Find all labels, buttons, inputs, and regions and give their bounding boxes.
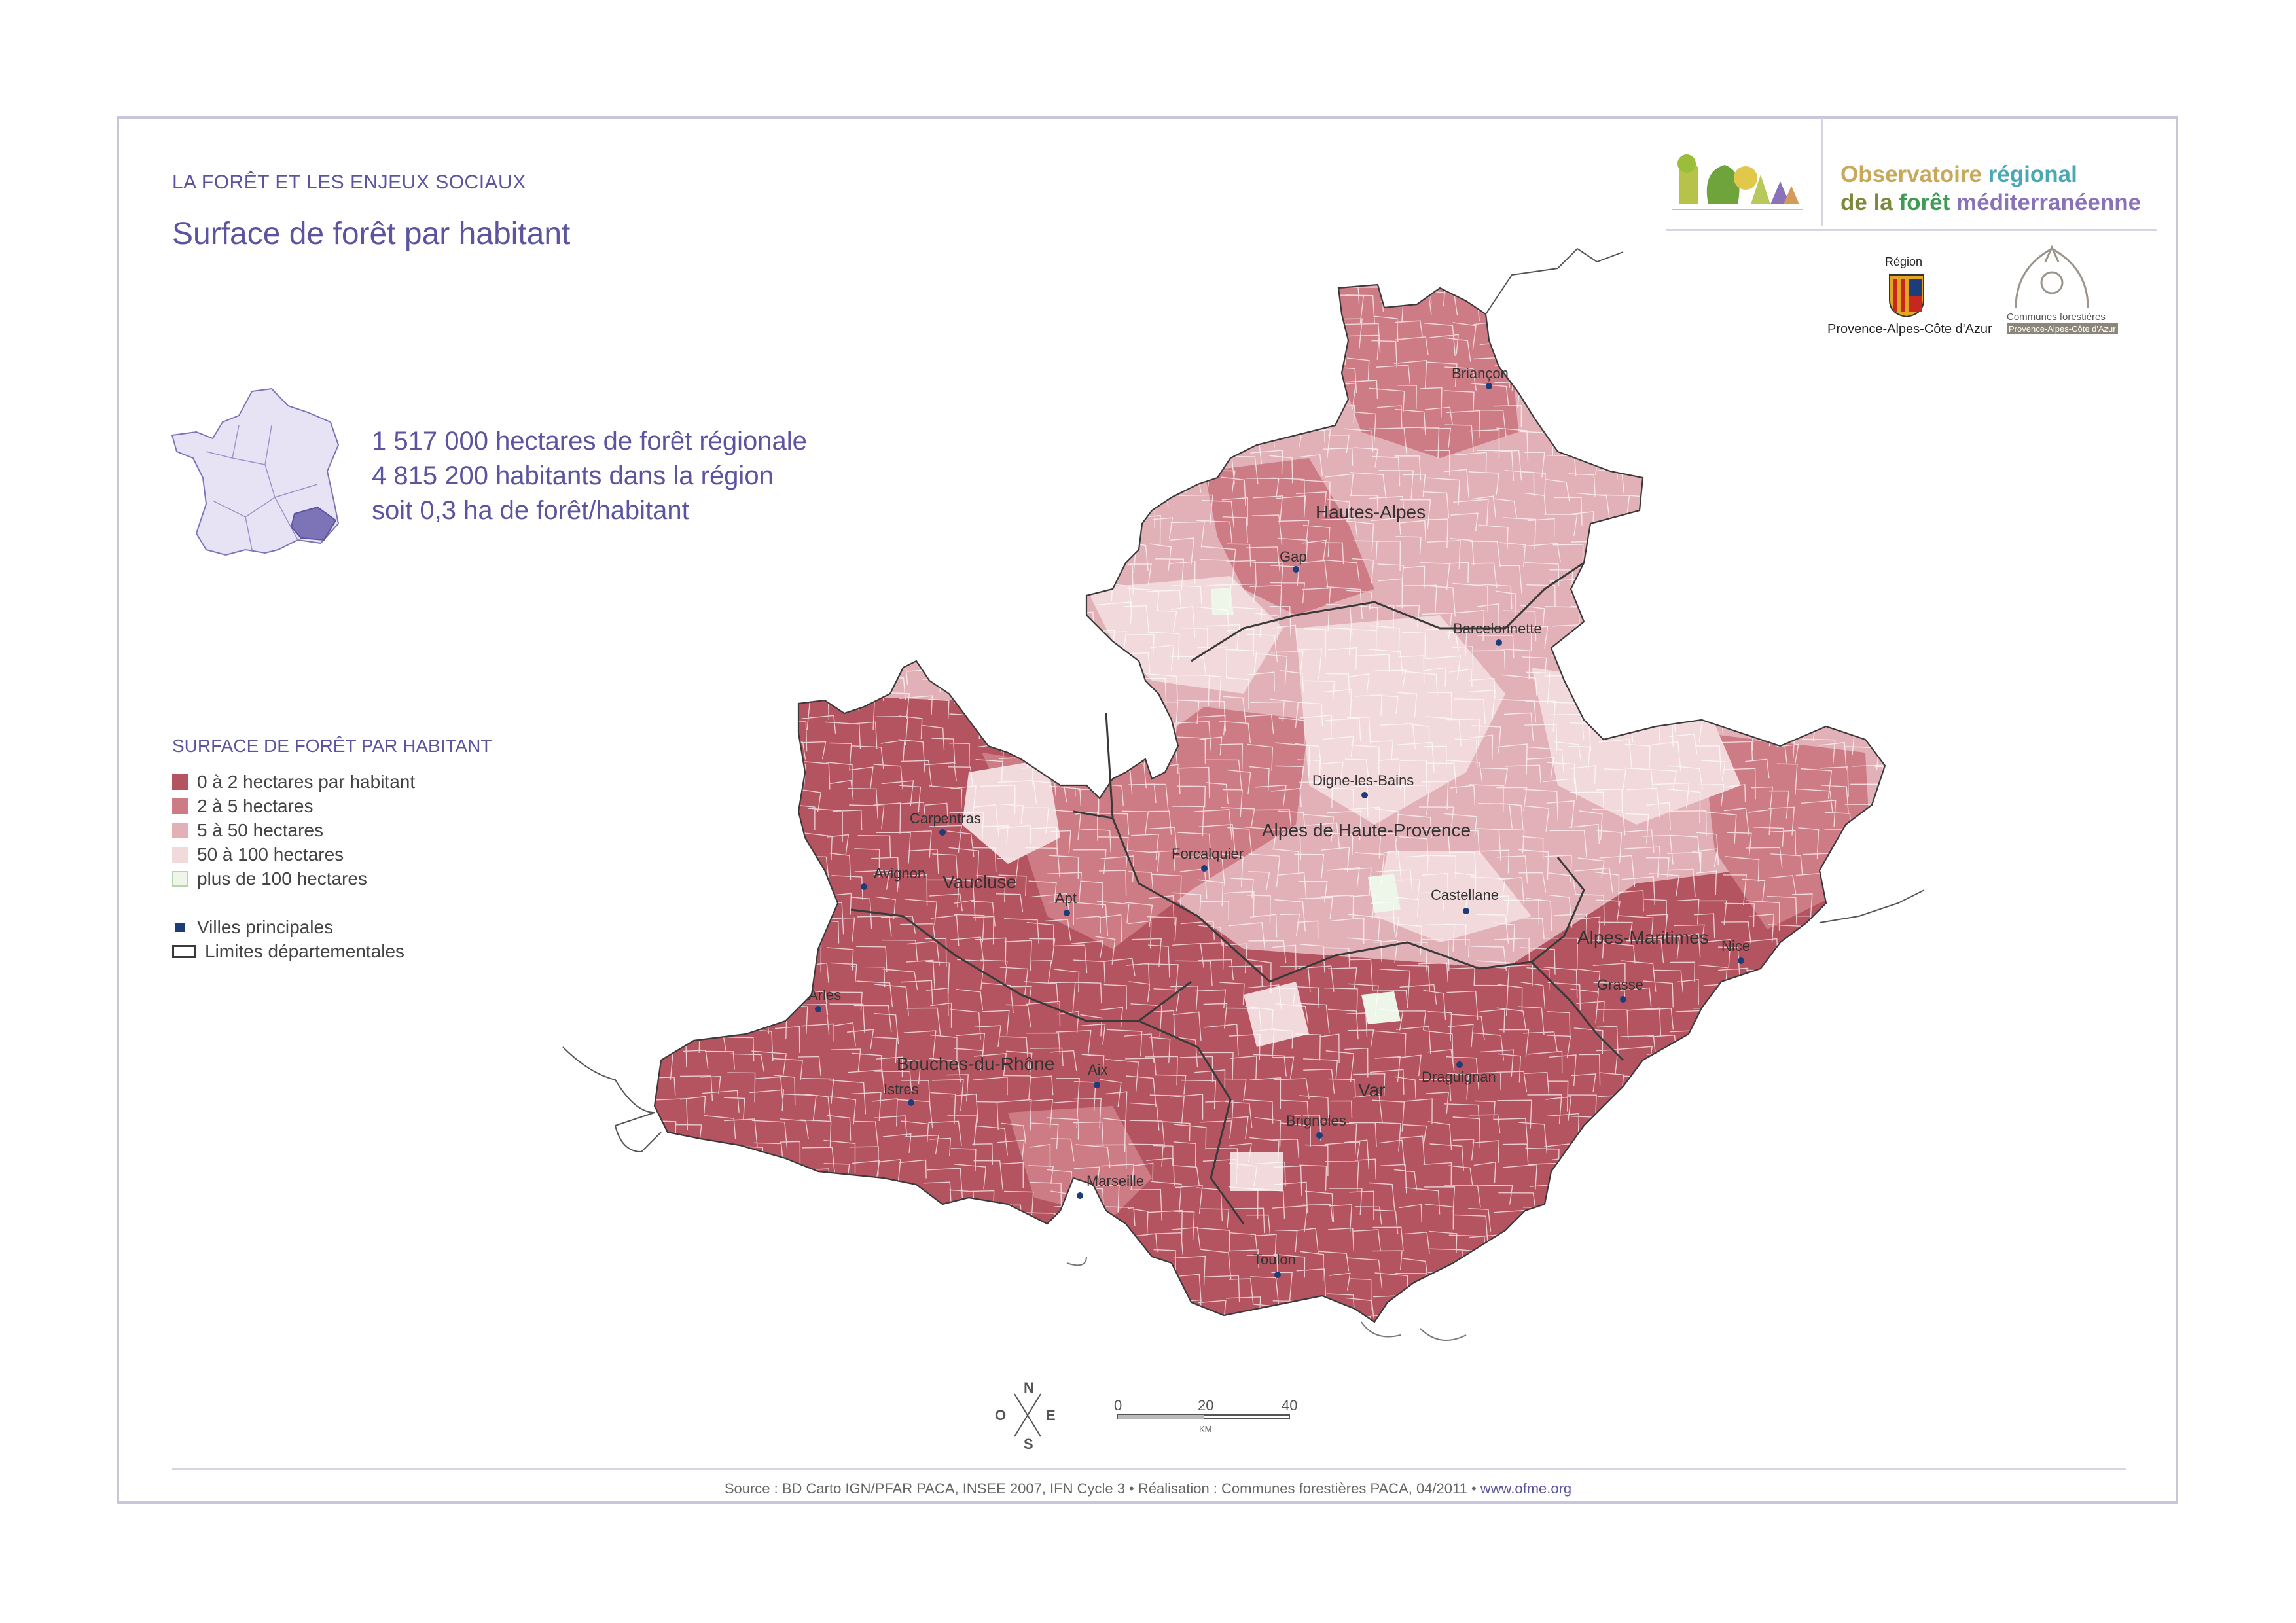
legend-item: 0 à 2 hectares par habitant xyxy=(172,771,415,793)
legend-item: plus de 100 hectares xyxy=(172,868,367,890)
dept-label: Vaucluse xyxy=(942,872,1016,892)
svg-text:Apt: Apt xyxy=(1055,890,1077,906)
city-marker: Brignoles xyxy=(1286,1113,1346,1139)
svg-text:Marseille: Marseille xyxy=(1086,1173,1144,1189)
city-marker: Castellane xyxy=(1431,887,1499,914)
legend-swatch xyxy=(172,847,188,863)
department-labels: Hautes-Alpes Alpes de Haute-Provence Vau… xyxy=(897,502,1709,1100)
svg-text:Avignon: Avignon xyxy=(874,865,925,882)
page-frame xyxy=(117,116,2178,1504)
svg-text:S: S xyxy=(1024,1436,1033,1452)
city-marker: Apt xyxy=(1055,890,1077,916)
italy-border-line xyxy=(1485,247,1624,315)
dept-label: Var xyxy=(1358,1080,1386,1100)
svg-text:Grasse: Grasse xyxy=(1597,976,1643,993)
city-marker: Barcelonnette xyxy=(1453,620,1542,646)
city-marker: Toulon xyxy=(1253,1251,1296,1278)
legend-swatch xyxy=(172,798,188,814)
svg-text:Arles: Arles xyxy=(808,987,841,1003)
communes-forestieres-sub: Provence-Alpes-Côte d'Azur xyxy=(2007,323,2118,334)
communes-forestieres-label: Communes forestières xyxy=(2007,312,2106,323)
city-marker: Nice xyxy=(1721,938,1750,964)
svg-text:Carpentras: Carpentras xyxy=(910,810,981,827)
france-inset-map xyxy=(171,387,340,556)
region-name: Provence-Alpes-Côte d'Azur xyxy=(1827,322,1992,336)
section-kicker: LA FORÊT ET LES ENJEUX SOCIAUX xyxy=(172,171,526,193)
city-marker: Arles xyxy=(808,987,841,1012)
source-note: Source : BD Carto IGN/PFAR PACA, INSEE 2… xyxy=(724,1480,1572,1497)
svg-text:Barcelonnette: Barcelonnette xyxy=(1453,620,1542,637)
svg-text:Brignoles: Brignoles xyxy=(1286,1113,1346,1129)
svg-text:Aix: Aix xyxy=(1088,1061,1108,1078)
region-coat-of-arms-icon xyxy=(1889,274,1924,318)
department-boundaries xyxy=(850,562,1624,1224)
svg-text:E: E xyxy=(1046,1407,1056,1423)
dept-label: Alpes de Haute-Provence xyxy=(1262,820,1471,840)
legend-item: 5 à 50 hectares xyxy=(172,819,323,842)
ofme-logo-icon xyxy=(1672,154,1803,210)
city-marker: Briançon xyxy=(1452,365,1509,389)
city-marker: Grasse xyxy=(1597,976,1643,1003)
city-marker: Forcalquier xyxy=(1172,846,1244,872)
svg-text:O: O xyxy=(995,1407,1006,1423)
svg-text:Gap: Gap xyxy=(1280,548,1307,565)
svg-text:20: 20 xyxy=(1198,1397,1213,1414)
logo-underline xyxy=(1666,229,2157,231)
legend-swatch xyxy=(172,871,188,887)
legend-item: 50 à 100 hectares xyxy=(172,844,344,866)
dept-label: Hautes-Alpes xyxy=(1316,502,1426,522)
stat-population: 4 815 200 habitants dans la région xyxy=(372,461,774,490)
svg-text:Draguignan: Draguignan xyxy=(1422,1069,1496,1085)
city-marker: Avignon xyxy=(861,865,925,890)
legend-item-cities: Villes principales xyxy=(172,916,333,938)
boundary-swatch xyxy=(172,945,196,958)
islands-outline xyxy=(1066,1256,1467,1341)
svg-text:Toulon: Toulon xyxy=(1253,1251,1296,1268)
stat-forest-area: 1 517 000 hectares de forêt régionale xyxy=(372,427,807,455)
dept-label: Bouches-du-Rhône xyxy=(897,1054,1054,1074)
stats-block: 1 517 000 hectares de forêt régionale 4 … xyxy=(372,424,807,528)
svg-text:Forcalquier: Forcalquier xyxy=(1172,846,1244,862)
city-marker: Carpentras xyxy=(910,810,981,836)
svg-text:Briançon: Briançon xyxy=(1452,365,1509,382)
legend-title: SURFACE DE FORÊT PAR HABITANT xyxy=(172,736,492,756)
rhone-border-line xyxy=(562,1046,662,1153)
svg-text:N: N xyxy=(1024,1381,1034,1396)
compass-rose-icon: N S E O xyxy=(995,1381,1056,1452)
org-name-line2: de la forêt méditerranéenne xyxy=(1840,190,2142,215)
paca-highlight xyxy=(290,506,337,541)
svg-text:Nice: Nice xyxy=(1721,938,1750,954)
region-logo-label: Région xyxy=(1885,255,1923,268)
org-name-line1: Observatoire régional xyxy=(1840,162,2077,187)
city-marker: Marseille xyxy=(1077,1173,1144,1199)
svg-text:Castellane: Castellane xyxy=(1431,887,1499,903)
page-title: Surface de forêt par habitant xyxy=(172,217,571,251)
communes-forestieres-logo-icon xyxy=(2015,245,2089,308)
city-marker: Digne-les-Bains xyxy=(1312,772,1414,798)
svg-text:0: 0 xyxy=(1114,1397,1122,1414)
city-marker-icon xyxy=(175,923,185,932)
city-marker: Istres xyxy=(884,1081,919,1106)
legend-item-boundaries: Limites départementales xyxy=(172,940,404,963)
italy-border-south xyxy=(1819,889,1925,923)
legend-item: 2 à 5 hectares xyxy=(172,795,313,817)
legend-swatch xyxy=(172,774,188,790)
footer-divider xyxy=(172,1468,2126,1470)
stat-ratio: soit 0,3 ha de forêt/habitant xyxy=(372,496,689,525)
legend-swatch xyxy=(172,823,188,838)
svg-text:Istres: Istres xyxy=(884,1081,919,1097)
city-marker: Gap xyxy=(1280,548,1307,573)
svg-text:40: 40 xyxy=(1282,1397,1297,1414)
svg-text:Digne-les-Bains: Digne-les-Bains xyxy=(1312,772,1414,789)
source-link[interactable]: www.ofme.org xyxy=(1480,1480,1572,1497)
city-layer: Briançon Gap Barcelonnette Digne-les-Bai… xyxy=(808,365,1750,1278)
city-marker: Draguignan xyxy=(1422,1061,1496,1085)
city-marker: Aix xyxy=(1088,1061,1108,1088)
scale-bar: 0 20 40 KM xyxy=(1114,1397,1297,1433)
logo-divider xyxy=(1821,118,1823,226)
svg-text:KM: KM xyxy=(1199,1424,1212,1433)
dept-label: Alpes-Maritimes xyxy=(1577,927,1709,948)
